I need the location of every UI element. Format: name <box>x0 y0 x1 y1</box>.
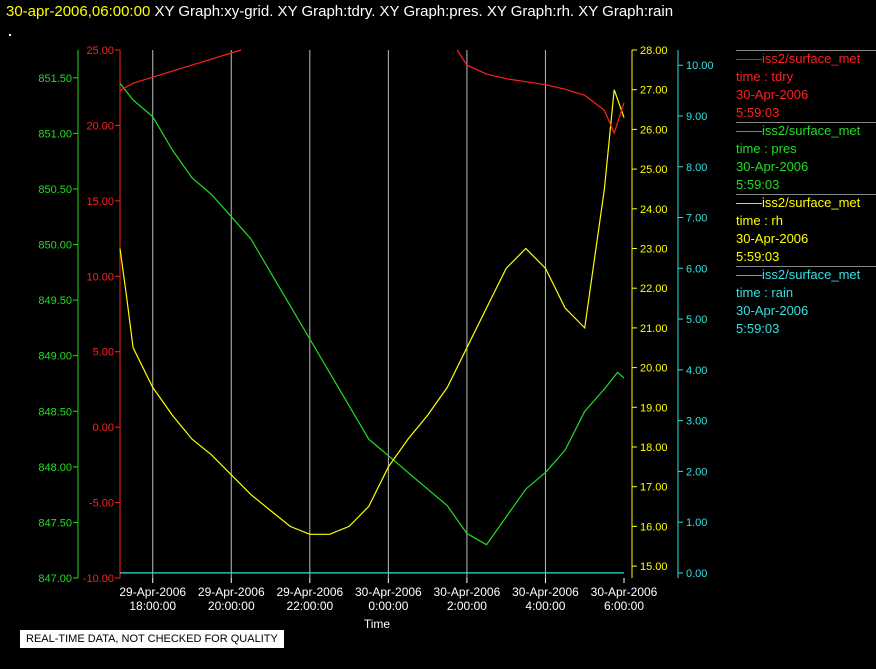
rh-tick-label: 19.00 <box>640 402 668 414</box>
x-axis-label: Time <box>364 617 391 631</box>
dot-marker <box>9 34 11 36</box>
series-line-rh <box>119 89 625 535</box>
x-tick-time: 22:00:00 <box>286 599 333 613</box>
rh-tick-label: 16.00 <box>640 521 668 533</box>
rh-tick-label: 25.00 <box>640 164 668 176</box>
pres-tick-label: 849.00 <box>38 351 72 363</box>
rain-tick-label: 8.00 <box>686 162 707 174</box>
x-tick-time: 0:00:00 <box>368 599 408 613</box>
x-tick-time: 18:00:00 <box>129 599 176 613</box>
pres-tick-label: 847.00 <box>38 573 72 585</box>
rh-tick-label: 26.00 <box>640 124 668 136</box>
tdry-tick-label: 20.00 <box>86 120 114 132</box>
legend-label: time : tdry <box>736 69 794 84</box>
tdry-tick-label: 5.00 <box>93 347 114 359</box>
chart-header: 30-apr-2006,06:00:00 XY Graph:xy-grid. X… <box>6 3 673 20</box>
pres-tick-label: 850.50 <box>38 184 72 196</box>
legend-separator <box>736 194 876 195</box>
legend-label: time : rain <box>736 285 794 300</box>
x-tick-date: 30-Apr-2006 <box>591 585 658 599</box>
rh-tick-label: 24.00 <box>640 204 668 216</box>
x-tick-date: 30-Apr-2006 <box>355 585 422 599</box>
rh-tick-label: 28.00 <box>640 45 668 57</box>
rh-tick-label: 21.00 <box>640 323 668 335</box>
pres-tick-label: 851.00 <box>38 128 72 140</box>
x-tick-date: 30-Apr-2006 <box>434 585 501 599</box>
x-tick-time: 20:00:00 <box>208 599 255 613</box>
legend-series: ——iss2/surface_met <box>736 51 861 66</box>
rh-tick-label: 18.00 <box>640 442 668 454</box>
legend-time: 5:59:03 <box>736 249 780 264</box>
rain-tick-label: 7.00 <box>686 213 707 225</box>
rh-tick-label: 20.00 <box>640 363 668 375</box>
legend-separator <box>736 50 876 51</box>
rain-tick-label: 1.00 <box>686 517 707 529</box>
legend-label: time : rh <box>736 213 783 228</box>
legend-date: 30-Apr-2006 <box>736 303 809 318</box>
legend-date: 30-Apr-2006 <box>736 231 809 246</box>
legend-date: 30-Apr-2006 <box>736 87 809 102</box>
legend-time: 5:59:03 <box>736 105 780 120</box>
legend-date: 30-Apr-2006 <box>736 159 809 174</box>
x-tick-time: 4:00:00 <box>525 599 565 613</box>
legend-series: ——iss2/surface_met <box>736 267 861 282</box>
x-tick-date: 29-Apr-2006 <box>198 585 265 599</box>
header-graph-list: XY Graph:xy-grid. XY Graph:tdry. XY Grap… <box>154 3 674 20</box>
rh-tick-label: 22.00 <box>640 283 668 295</box>
tdry-tick-label: 0.00 <box>93 422 114 434</box>
tdry-tick-label: -5.00 <box>89 498 114 510</box>
pres-tick-label: 848.00 <box>38 462 72 474</box>
rain-tick-label: 4.00 <box>686 365 707 377</box>
header-timestamp: 30-apr-2006,06:00:00 <box>6 3 151 20</box>
legend-separator <box>736 266 876 267</box>
series-line-tdry <box>119 49 625 135</box>
x-tick-date: 29-Apr-2006 <box>276 585 343 599</box>
series-line-pres <box>119 82 625 546</box>
quality-notice: REAL-TIME DATA, NOT CHECKED FOR QUALITY <box>20 630 284 648</box>
legend-label: time : pres <box>736 141 797 156</box>
rain-tick-label: 0.00 <box>686 568 707 580</box>
legend-time: 5:59:03 <box>736 177 780 192</box>
rain-tick-label: 2.00 <box>686 466 707 478</box>
tdry-tick-label: 15.00 <box>86 196 114 208</box>
rain-tick-label: 6.00 <box>686 263 707 275</box>
rain-tick-label: 5.00 <box>686 314 707 326</box>
tdry-tick-label: -10.00 <box>83 573 114 585</box>
legend-series: ——iss2/surface_met <box>736 195 861 210</box>
legend-time: 5:59:03 <box>736 321 780 336</box>
x-tick-date: 30-Apr-2006 <box>512 585 579 599</box>
rain-tick-label: 9.00 <box>686 111 707 123</box>
pres-tick-label: 847.50 <box>38 517 72 529</box>
rh-tick-label: 23.00 <box>640 243 668 255</box>
x-tick-time: 6:00:00 <box>604 599 644 613</box>
legend-separator <box>736 122 876 123</box>
tdry-tick-label: 25.00 <box>86 45 114 57</box>
rh-tick-label: 17.00 <box>640 482 668 494</box>
rh-tick-label: 27.00 <box>640 85 668 97</box>
pres-tick-label: 849.50 <box>38 295 72 307</box>
pres-tick-label: 848.50 <box>38 406 72 418</box>
x-tick-time: 2:00:00 <box>447 599 487 613</box>
tdry-tick-label: 10.00 <box>86 271 114 283</box>
rain-tick-label: 3.00 <box>686 416 707 428</box>
pres-tick-label: 851.50 <box>38 73 72 85</box>
rh-tick-label: 15.00 <box>640 561 668 573</box>
legend-series: ——iss2/surface_met <box>736 123 861 138</box>
x-tick-date: 29-Apr-2006 <box>119 585 186 599</box>
pres-tick-label: 850.00 <box>38 240 72 252</box>
rain-tick-label: 10.00 <box>686 60 714 72</box>
